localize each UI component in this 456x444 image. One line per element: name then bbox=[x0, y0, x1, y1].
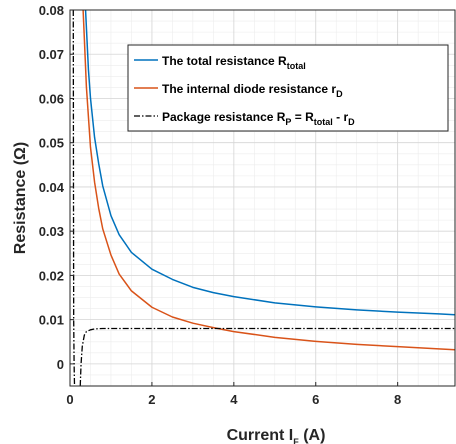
series-line-diode bbox=[82, 10, 455, 351]
y-tick-label: 0.06 bbox=[39, 91, 64, 106]
tick-marks bbox=[69, 9, 399, 386]
legend-label-package: Package resistance RP = Rtotal - rD bbox=[162, 110, 355, 127]
series-line-total bbox=[84, 10, 455, 316]
series-line-package_left bbox=[72, 10, 76, 386]
y-tick-label: 0.08 bbox=[39, 3, 64, 18]
y-tick-label: 0 bbox=[57, 357, 64, 372]
y-axis-label: Resistance (Ω) bbox=[12, 142, 29, 254]
y-tick-label: 0.02 bbox=[39, 268, 64, 283]
legend-label-diode: The internal diode resistance rD bbox=[162, 82, 343, 99]
y-tick-label: 0.04 bbox=[39, 180, 65, 195]
y-tick-label: 0.07 bbox=[39, 47, 64, 62]
x-tick-label: 4 bbox=[230, 392, 238, 407]
legend-label-total: The total resistance Rtotal bbox=[162, 54, 306, 71]
x-tick-label: 2 bbox=[148, 392, 155, 407]
y-tick-label: 0.03 bbox=[39, 224, 64, 239]
x-tick-label: 0 bbox=[66, 392, 73, 407]
y-tick-labels: 0 0.01 0.02 0.03 0.04 0.05 0.06 0.07 0.08 bbox=[39, 3, 65, 372]
series-layer bbox=[72, 10, 455, 386]
plot-frame bbox=[69, 9, 456, 387]
legend: The total resistance Rtotal The internal… bbox=[127, 44, 449, 132]
x-axis-label: Current IF (A) bbox=[227, 427, 326, 444]
legend-box bbox=[127, 44, 449, 132]
y-tick-label: 0.01 bbox=[39, 313, 64, 328]
y-tick-label: 0.05 bbox=[39, 136, 64, 151]
series-line-package bbox=[79, 327, 455, 386]
x-tick-labels: 0 2 4 6 8 bbox=[66, 392, 401, 407]
x-tick-label: 6 bbox=[312, 392, 319, 407]
x-tick-label: 8 bbox=[394, 392, 401, 407]
